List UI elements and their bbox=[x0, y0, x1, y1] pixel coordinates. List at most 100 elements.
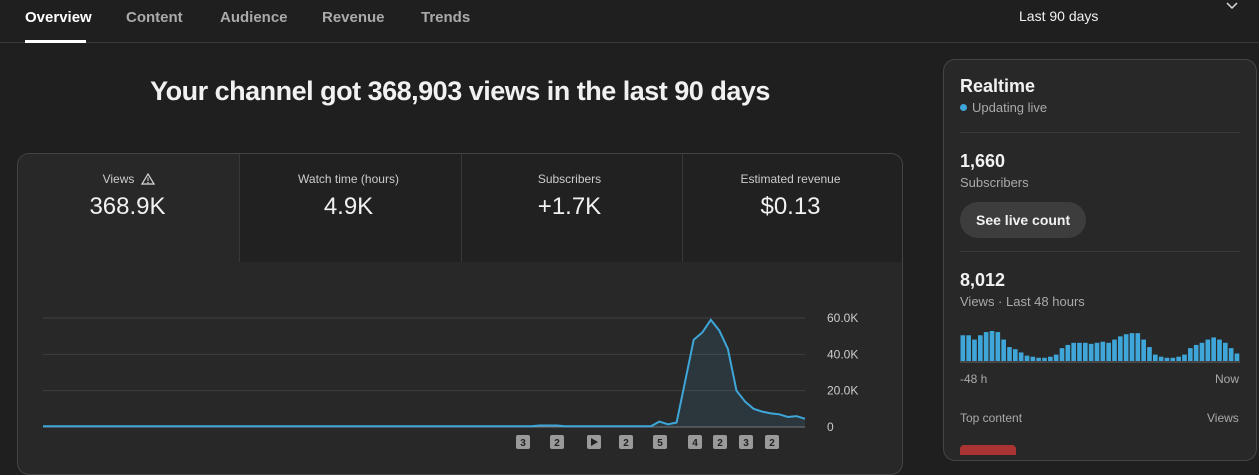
x-start-label: -48 h bbox=[960, 372, 988, 386]
subscriber-count: 1,660 bbox=[960, 151, 1006, 171]
y-tick-label: 20.0K bbox=[827, 384, 858, 398]
metric-label: Views bbox=[102, 172, 135, 186]
bar bbox=[1059, 348, 1065, 361]
bar bbox=[972, 339, 977, 361]
video-marker-count: 3 bbox=[743, 438, 749, 449]
realtime-views-label: Views · Last 48 hours bbox=[960, 294, 1085, 309]
metric-tile[interactable] bbox=[18, 154, 239, 262]
bar bbox=[1234, 353, 1240, 361]
bar bbox=[1228, 348, 1234, 361]
bar bbox=[1129, 333, 1135, 361]
line-area bbox=[43, 319, 805, 427]
tab[interactable]: Content bbox=[126, 9, 183, 26]
video-marker[interactable] bbox=[516, 435, 530, 449]
bar bbox=[1205, 339, 1211, 361]
video-marker[interactable] bbox=[619, 435, 633, 449]
realtime-card bbox=[943, 59, 1257, 461]
video-marker-count: 2 bbox=[769, 438, 775, 449]
realtime-title: Realtime bbox=[960, 76, 1036, 96]
bar bbox=[1007, 347, 1012, 361]
line bbox=[43, 318, 806, 428]
tab[interactable]: Audience bbox=[220, 9, 288, 26]
realtime-status: Updating live bbox=[972, 100, 1048, 115]
bar bbox=[1001, 339, 1006, 361]
y-tick-label: 60.0K bbox=[827, 311, 858, 325]
tab-underline bbox=[25, 40, 86, 43]
bar bbox=[1083, 342, 1088, 361]
bar bbox=[1030, 356, 1036, 361]
bar bbox=[1182, 354, 1187, 361]
metric-tile[interactable] bbox=[461, 154, 683, 262]
metric-value: $0.13 bbox=[760, 193, 821, 220]
video-marker[interactable] bbox=[713, 435, 727, 449]
video-marker[interactable] bbox=[653, 435, 667, 449]
headline: Your channel got 368,903 views in the la… bbox=[150, 76, 770, 106]
tab-bar bbox=[0, 0, 1259, 43]
video-marker-count: 2 bbox=[554, 438, 560, 449]
bar bbox=[1053, 354, 1059, 361]
metric-tile[interactable] bbox=[682, 154, 902, 262]
video-marker[interactable] bbox=[739, 435, 753, 449]
bar bbox=[1217, 339, 1222, 361]
bar bbox=[1199, 342, 1205, 361]
bar bbox=[1164, 357, 1170, 361]
bar bbox=[1112, 339, 1117, 361]
tab[interactable]: Trends bbox=[421, 9, 471, 26]
video-marker-count: 4 bbox=[692, 438, 698, 449]
bar bbox=[1024, 355, 1030, 361]
tab[interactable]: Overview bbox=[25, 9, 92, 26]
bar bbox=[1071, 342, 1076, 361]
bar bbox=[1193, 344, 1199, 361]
bar bbox=[1118, 336, 1123, 361]
bar bbox=[1158, 356, 1164, 361]
video-marker[interactable] bbox=[765, 435, 779, 449]
bar bbox=[1048, 356, 1053, 361]
divider bbox=[960, 251, 1240, 252]
subscriber-label: Subscribers bbox=[960, 175, 1029, 190]
thumbnail[interactable] bbox=[960, 445, 1016, 455]
video-marker-count: 2 bbox=[623, 438, 629, 449]
bar bbox=[989, 331, 995, 361]
bar bbox=[1013, 349, 1018, 361]
bar bbox=[960, 335, 966, 361]
metric-label: Estimated revenue bbox=[740, 172, 841, 186]
metric-label: Subscribers bbox=[537, 172, 602, 186]
video-marker[interactable] bbox=[688, 435, 702, 449]
warning-icon bbox=[141, 172, 155, 185]
bar bbox=[1042, 357, 1047, 361]
metric-label: Watch time (hours) bbox=[298, 172, 399, 186]
bar bbox=[1188, 348, 1193, 361]
metric-tile[interactable] bbox=[239, 154, 461, 262]
bar bbox=[978, 335, 983, 361]
bar bbox=[966, 335, 971, 361]
video-marker-count: 5 bbox=[657, 438, 663, 449]
top-content-metric: Views bbox=[1207, 411, 1239, 425]
y-tick-label: 0 bbox=[827, 420, 834, 434]
bar bbox=[1094, 342, 1100, 361]
metric-value: +1.7K bbox=[537, 193, 602, 220]
video-marker[interactable] bbox=[550, 435, 564, 449]
live-dot bbox=[960, 104, 967, 111]
bar bbox=[1176, 356, 1181, 361]
views-chart: 0 20.0K 40.0K 60.0K 3 2 2 5 4 2 3 2 bbox=[43, 311, 858, 449]
bar bbox=[1036, 357, 1041, 361]
play-icon bbox=[591, 438, 598, 446]
realtime-chart bbox=[960, 331, 1240, 363]
tab[interactable]: Revenue bbox=[322, 9, 385, 26]
bar bbox=[1088, 343, 1094, 361]
video-marker-count: 3 bbox=[520, 438, 526, 449]
realtime-views: 8,012 bbox=[960, 270, 1006, 290]
bar bbox=[1106, 342, 1111, 361]
bar bbox=[1018, 352, 1024, 361]
date-range[interactable]: Last 90 days bbox=[1019, 8, 1099, 24]
analytics-card bbox=[17, 153, 903, 475]
dropdown-icon[interactable] bbox=[1224, 0, 1240, 12]
bar bbox=[1135, 333, 1141, 361]
bar bbox=[1077, 342, 1082, 361]
bar bbox=[1153, 354, 1158, 361]
bar bbox=[983, 332, 989, 361]
bar bbox=[1123, 334, 1129, 361]
live-count-button[interactable]: See live count bbox=[960, 202, 1087, 238]
bar bbox=[1147, 347, 1152, 361]
